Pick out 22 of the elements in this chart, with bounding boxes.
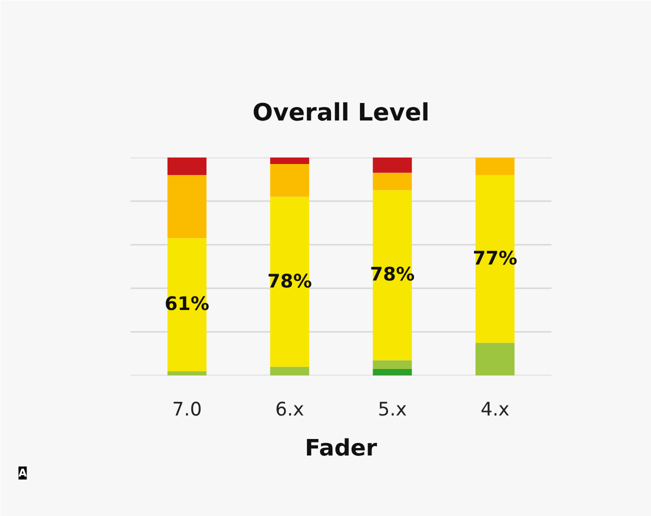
bar — [372, 360, 412, 369]
bar — [372, 172, 412, 190]
bar — [270, 164, 310, 197]
bar — [476, 342, 515, 376]
bar — [270, 158, 310, 164]
x-axis-title: Fader — [304, 436, 378, 462]
bar — [476, 174, 515, 343]
bar — [270, 366, 310, 376]
bar — [372, 158, 412, 173]
x-tick-label: 7.0 — [172, 400, 202, 420]
bar — [270, 196, 310, 367]
text: A — [18, 466, 28, 480]
chart-title: Overall Level — [252, 98, 430, 126]
bar — [372, 368, 412, 376]
bar — [167, 158, 206, 175]
bar — [167, 371, 206, 376]
x-tick-label: 4.x — [480, 400, 510, 420]
bar — [167, 174, 206, 238]
bar — [476, 158, 515, 175]
x-tick-label: 6.x — [275, 400, 304, 420]
bar — [372, 190, 412, 360]
x-tick-label: 5.x — [378, 400, 407, 420]
